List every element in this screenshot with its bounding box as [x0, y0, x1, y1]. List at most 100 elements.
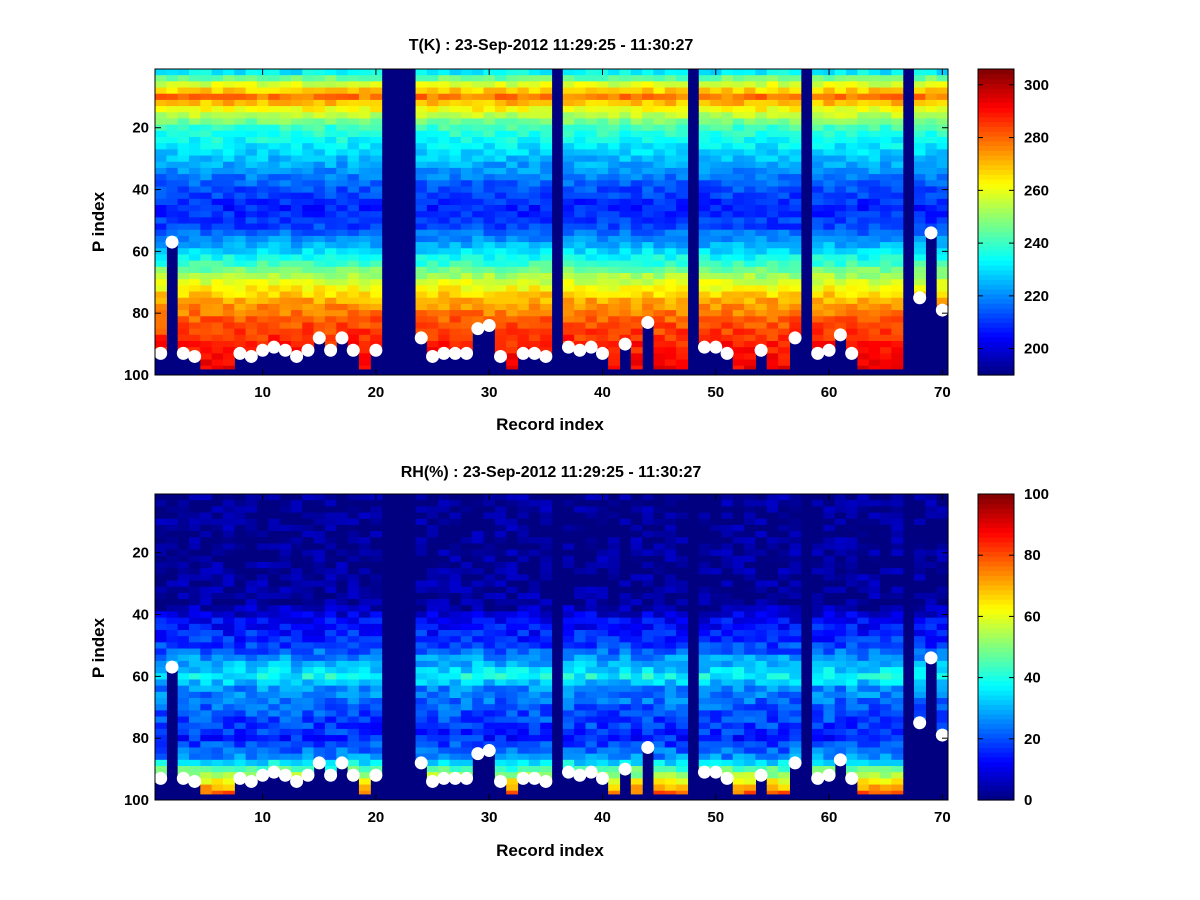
heatmap-cell — [676, 161, 689, 169]
heatmap-cell — [313, 137, 326, 144]
heatmap-cell — [222, 328, 235, 336]
heatmap-cell — [880, 198, 892, 206]
heatmap-cell — [755, 260, 768, 268]
heatmap-cell — [460, 285, 473, 293]
heatmap-cell — [155, 654, 167, 662]
heatmap-cell — [517, 93, 530, 101]
heatmap-cell — [188, 180, 201, 188]
heatmap-cell — [619, 685, 632, 693]
heatmap-column — [324, 494, 337, 776]
heatmap-cell — [370, 118, 383, 126]
heatmap-cell — [676, 291, 689, 299]
heatmap-cell — [415, 118, 428, 126]
heatmap-cell — [574, 81, 587, 89]
heatmap-cell — [256, 81, 269, 89]
heatmap-cell — [415, 698, 428, 705]
heatmap-cell — [880, 316, 892, 324]
heatmap-cell — [324, 310, 337, 317]
heatmap-cell — [766, 174, 779, 181]
heatmap-cell — [166, 217, 179, 225]
heatmap-cell — [664, 248, 677, 256]
heatmap-cell — [517, 205, 530, 212]
heatmap-cell — [336, 512, 349, 520]
heatmap-cell — [619, 747, 632, 755]
heatmap-cell — [245, 260, 258, 268]
heatmap-cell — [619, 254, 632, 262]
heatmap-cell — [608, 279, 621, 286]
heatmap-cell — [562, 500, 575, 507]
heatmap-cell — [256, 691, 269, 699]
heatmap-cell — [710, 198, 723, 206]
heatmap-cell — [585, 322, 598, 330]
heatmap-cell — [234, 279, 247, 286]
heatmap-cell — [642, 279, 655, 286]
heatmap-cell — [936, 112, 949, 120]
heatmap-cell — [540, 192, 553, 200]
heatmap-cell — [766, 322, 779, 330]
heatmap-cell — [823, 334, 836, 342]
heatmap-cell — [755, 106, 768, 113]
heatmap-cell — [732, 75, 745, 82]
heatmap-cell — [324, 599, 337, 606]
heatmap-cell — [846, 69, 858, 76]
heatmap-cell — [449, 623, 462, 631]
heatmap-cell — [562, 118, 575, 126]
heatmap-cell — [347, 586, 360, 594]
heatmap-cell — [891, 106, 904, 113]
heatmap-cell — [891, 279, 904, 286]
heatmap-cell — [449, 506, 462, 514]
heatmap-cell — [823, 192, 836, 200]
heatmap-cell — [891, 130, 904, 138]
heatmap-cell — [245, 568, 258, 575]
heatmap-cell — [279, 254, 292, 262]
heatmap-cell — [857, 192, 870, 200]
heatmap-cell — [449, 291, 462, 299]
heatmap-cell — [732, 316, 745, 324]
heatmap-cell — [608, 580, 621, 588]
heatmap-cell — [483, 143, 496, 150]
heatmap-cell — [642, 524, 655, 532]
heatmap-cell — [698, 130, 711, 138]
heatmap-cell — [494, 297, 507, 305]
heatmap-cell — [778, 229, 790, 237]
heatmap-cell — [347, 112, 360, 120]
heatmap-cell — [880, 223, 892, 231]
heatmap-cell — [449, 747, 462, 755]
heatmap-cell — [234, 592, 247, 600]
heatmap-cell — [222, 266, 235, 274]
heatmap-cell — [256, 667, 269, 674]
heatmap-cell — [891, 217, 904, 225]
heatmap-column — [155, 494, 167, 779]
heatmap-cell — [426, 248, 439, 256]
heatmap-cell — [619, 494, 632, 501]
heatmap-cell — [245, 531, 258, 538]
heatmap-cell — [664, 316, 677, 324]
heatmap-cell — [528, 494, 541, 501]
heatmap-cell — [789, 87, 802, 95]
heatmap-column — [460, 69, 473, 354]
heatmap-cell — [823, 205, 836, 212]
heatmap-cell — [358, 679, 371, 687]
heatmap-cell — [778, 291, 790, 299]
heatmap-cell — [200, 623, 213, 631]
heatmap-cell — [415, 75, 428, 82]
heatmap-cell — [188, 93, 201, 101]
heatmap-cell — [200, 574, 213, 582]
heatmap-cell — [914, 254, 926, 262]
heatmap-cell — [868, 235, 881, 243]
heatmap-cell — [336, 673, 349, 681]
heatmap-cell — [868, 297, 881, 305]
heatmap-cell — [336, 118, 349, 126]
heatmap-cell — [721, 174, 734, 181]
heatmap-cell — [415, 285, 428, 293]
heatmap-cell — [494, 506, 507, 514]
heatmap-cell — [619, 217, 632, 225]
heatmap-cell — [642, 217, 655, 225]
heatmap-cell — [324, 99, 337, 107]
heatmap-cell — [256, 285, 269, 293]
heatmap-cell — [177, 167, 190, 175]
heatmap-cell — [358, 716, 371, 724]
heatmap-cell — [630, 691, 643, 699]
heatmap-cell — [517, 617, 530, 625]
heatmap-cell — [880, 180, 892, 188]
